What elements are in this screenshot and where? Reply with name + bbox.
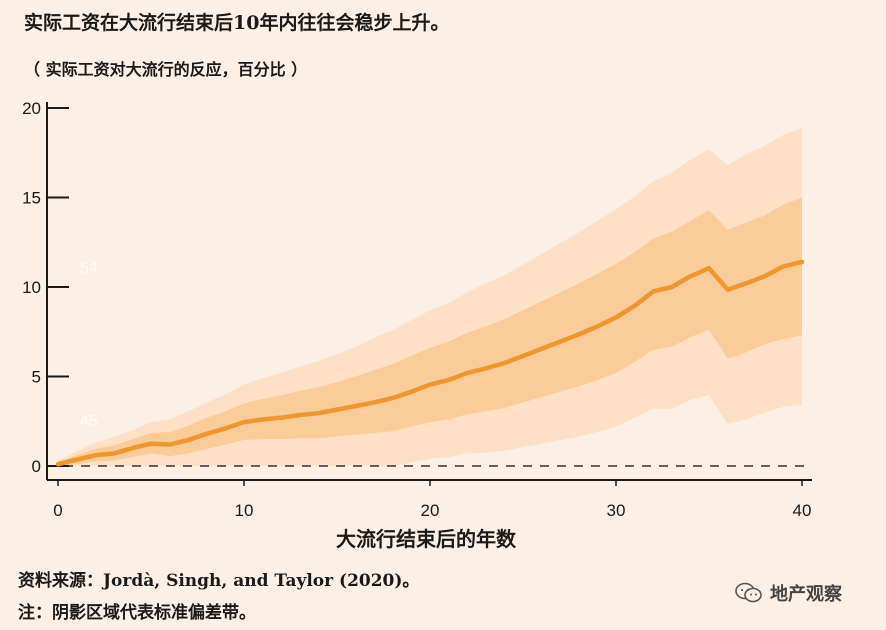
response-series-line xyxy=(55,259,805,467)
x-tick-label: 10 xyxy=(235,501,254,520)
source-note: 资料来源：Jordà, Singh, and Taylor (2020)。 xyxy=(18,571,420,591)
chart-subtitle: （ 实际工资对大流行的反应，百分比 ） xyxy=(24,60,308,79)
y-tick-label: 5 xyxy=(32,368,41,387)
inner-deviation-band xyxy=(58,197,802,466)
x-tick-label: 40 xyxy=(793,501,812,520)
x-axis-label: 大流行结束后的年数 xyxy=(336,527,517,551)
bands-layer xyxy=(58,127,802,466)
x-tick-label: 30 xyxy=(607,501,626,520)
y-tick-label: 20 xyxy=(22,99,41,118)
faint-label: 45 xyxy=(80,413,98,430)
x-tick-label: 20 xyxy=(421,501,440,520)
outer-deviation-band xyxy=(58,127,802,466)
shading-note: 注：阴影区域代表标准偏差带。 xyxy=(18,603,256,623)
watermark-text: 地产观察 xyxy=(770,584,842,605)
line-chart: 0 5 10 15 20 0 10 20 30 40 大流行结束后的年数 54 45 xyxy=(22,99,812,551)
faint-label: 54 xyxy=(80,260,98,277)
lines-layer xyxy=(55,259,805,467)
watermark: 地产观察 xyxy=(734,580,842,606)
y-tick-label: 0 xyxy=(32,457,41,476)
axes-layer xyxy=(46,102,812,486)
y-tick-label: 15 xyxy=(22,189,41,208)
labels-layer: 0 5 10 15 20 0 10 20 30 40 大流行结束后的年数 54 45 xyxy=(22,99,811,551)
wechat-icon xyxy=(734,582,764,604)
x-tick-label: 0 xyxy=(53,501,62,520)
chart-title: 实际工资在大流行结束后10年内往往会稳步上升。 xyxy=(24,12,450,34)
y-tick-label: 10 xyxy=(22,278,41,297)
